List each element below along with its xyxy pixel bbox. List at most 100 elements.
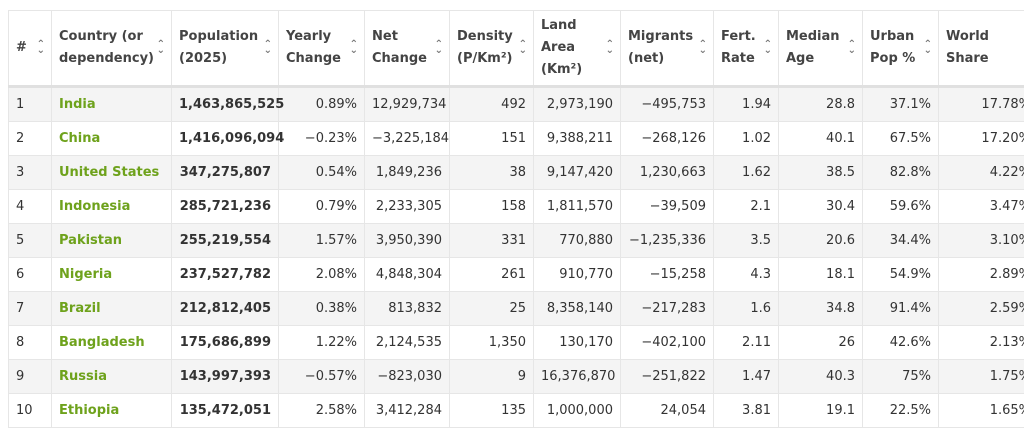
column-header-label: Median Age xyxy=(786,26,855,70)
column-header-migrants[interactable]: Migrants (net)⌃⌄ xyxy=(621,11,714,87)
cell-yearly-change: 0.54% xyxy=(279,156,365,190)
cell-world-share: 3.10% xyxy=(939,224,1024,258)
cell-country[interactable]: Nigeria xyxy=(52,258,172,292)
cell-median-age: 30.4 xyxy=(779,190,863,224)
cell-density: 158 xyxy=(450,190,534,224)
cell-net-change: 3,412,284 xyxy=(365,394,450,428)
cell-country[interactable]: United States xyxy=(52,156,172,190)
cell-fert-rate: 1.62 xyxy=(714,156,779,190)
cell-urban-pop: 42.6% xyxy=(863,326,939,360)
cell-yearly-change: 2.08% xyxy=(279,258,365,292)
cell-population: 212,812,405 xyxy=(172,292,279,326)
cell-migrants: −495,753 xyxy=(621,87,714,122)
sort-icon[interactable]: ⌃⌄ xyxy=(350,42,358,54)
cell-migrants: −251,822 xyxy=(621,360,714,394)
cell-net-change: 4,848,304 xyxy=(365,258,450,292)
cell-rank: 10 xyxy=(9,394,52,428)
cell-yearly-change: −0.57% xyxy=(279,360,365,394)
column-header-population[interactable]: Population (2025)⌃⌄ xyxy=(172,11,279,87)
cell-yearly-change: 1.22% xyxy=(279,326,365,360)
cell-median-age: 19.1 xyxy=(779,394,863,428)
cell-density: 9 xyxy=(450,360,534,394)
cell-world-share: 3.47% xyxy=(939,190,1024,224)
column-header-land-area[interactable]: Land Area (Km²)⌃⌄ xyxy=(534,11,621,87)
cell-net-change: 1,849,236 xyxy=(365,156,450,190)
cell-population: 175,686,899 xyxy=(172,326,279,360)
cell-rank: 9 xyxy=(9,360,52,394)
column-header-net-change[interactable]: Net Change⌃⌄ xyxy=(365,11,450,87)
cell-net-change: −823,030 xyxy=(365,360,450,394)
cell-density: 135 xyxy=(450,394,534,428)
column-header-world-share[interactable]: World Share⌃⌄ xyxy=(939,11,1024,87)
sort-icon[interactable]: ⌃⌄ xyxy=(699,42,707,54)
sort-icon[interactable]: ⌃⌄ xyxy=(848,42,856,54)
cell-migrants: −1,235,336 xyxy=(621,224,714,258)
cell-rank: 3 xyxy=(9,156,52,190)
sort-icon[interactable]: ⌃⌄ xyxy=(435,42,443,54)
sort-icon[interactable]: ⌃⌄ xyxy=(264,42,272,54)
column-header-country[interactable]: Country (or dependency)⌃⌄ xyxy=(52,11,172,87)
cell-net-change: 2,233,305 xyxy=(365,190,450,224)
cell-country[interactable]: Indonesia xyxy=(52,190,172,224)
cell-fert-rate: 1.02 xyxy=(714,122,779,156)
column-header-label: Population (2025) xyxy=(179,26,272,70)
sort-icon[interactable]: ⌃⌄ xyxy=(37,42,45,54)
column-header-label: Urban Pop % xyxy=(870,26,931,70)
cell-country[interactable]: India xyxy=(52,87,172,122)
cell-rank: 1 xyxy=(9,87,52,122)
cell-population: 1,463,865,525 xyxy=(172,87,279,122)
cell-median-age: 20.6 xyxy=(779,224,863,258)
cell-world-share: 1.65% xyxy=(939,394,1024,428)
cell-urban-pop: 67.5% xyxy=(863,122,939,156)
cell-land-area: 1,811,570 xyxy=(534,190,621,224)
cell-median-age: 34.8 xyxy=(779,292,863,326)
cell-country[interactable]: China xyxy=(52,122,172,156)
cell-migrants: 24,054 xyxy=(621,394,714,428)
cell-rank: 7 xyxy=(9,292,52,326)
cell-net-change: 3,950,390 xyxy=(365,224,450,258)
sort-icon[interactable]: ⌃⌄ xyxy=(519,42,527,54)
cell-country[interactable]: Russia xyxy=(52,360,172,394)
cell-net-change: 2,124,535 xyxy=(365,326,450,360)
cell-world-share: 17.78% xyxy=(939,87,1024,122)
cell-density: 25 xyxy=(450,292,534,326)
cell-density: 331 xyxy=(450,224,534,258)
column-header-yearly-change[interactable]: Yearly Change⌃⌄ xyxy=(279,11,365,87)
cell-median-age: 40.1 xyxy=(779,122,863,156)
cell-net-change: 813,832 xyxy=(365,292,450,326)
cell-yearly-change: 0.89% xyxy=(279,87,365,122)
cell-country[interactable]: Ethiopia xyxy=(52,394,172,428)
cell-land-area: 9,388,211 xyxy=(534,122,621,156)
column-header-urban-pop[interactable]: Urban Pop %⌃⌄ xyxy=(863,11,939,87)
column-header-rank[interactable]: #⌃⌄ xyxy=(9,11,52,87)
cell-median-age: 18.1 xyxy=(779,258,863,292)
cell-land-area: 8,358,140 xyxy=(534,292,621,326)
sort-icon[interactable]: ⌃⌄ xyxy=(606,42,614,54)
sort-icon[interactable]: ⌃⌄ xyxy=(764,42,772,54)
cell-country[interactable]: Bangladesh xyxy=(52,326,172,360)
population-table: #⌃⌄Country (or dependency)⌃⌄Population (… xyxy=(8,10,1024,428)
cell-urban-pop: 34.4% xyxy=(863,224,939,258)
cell-density: 38 xyxy=(450,156,534,190)
cell-world-share: 2.89% xyxy=(939,258,1024,292)
cell-world-share: 4.22% xyxy=(939,156,1024,190)
cell-country[interactable]: Brazil xyxy=(52,292,172,326)
column-header-fert-rate[interactable]: Fert. Rate⌃⌄ xyxy=(714,11,779,87)
cell-country[interactable]: Pakistan xyxy=(52,224,172,258)
cell-land-area: 910,770 xyxy=(534,258,621,292)
column-header-density[interactable]: Density (P/Km²)⌃⌄ xyxy=(450,11,534,87)
sort-icon[interactable]: ⌃⌄ xyxy=(157,42,165,54)
cell-fert-rate: 3.5 xyxy=(714,224,779,258)
column-header-label: World Share xyxy=(946,26,1024,70)
cell-land-area: 770,880 xyxy=(534,224,621,258)
cell-land-area: 16,376,870 xyxy=(534,360,621,394)
column-header-median-age[interactable]: Median Age⌃⌄ xyxy=(779,11,863,87)
cell-rank: 4 xyxy=(9,190,52,224)
sort-icon[interactable]: ⌃⌄ xyxy=(924,42,932,54)
cell-urban-pop: 91.4% xyxy=(863,292,939,326)
cell-migrants: −15,258 xyxy=(621,258,714,292)
